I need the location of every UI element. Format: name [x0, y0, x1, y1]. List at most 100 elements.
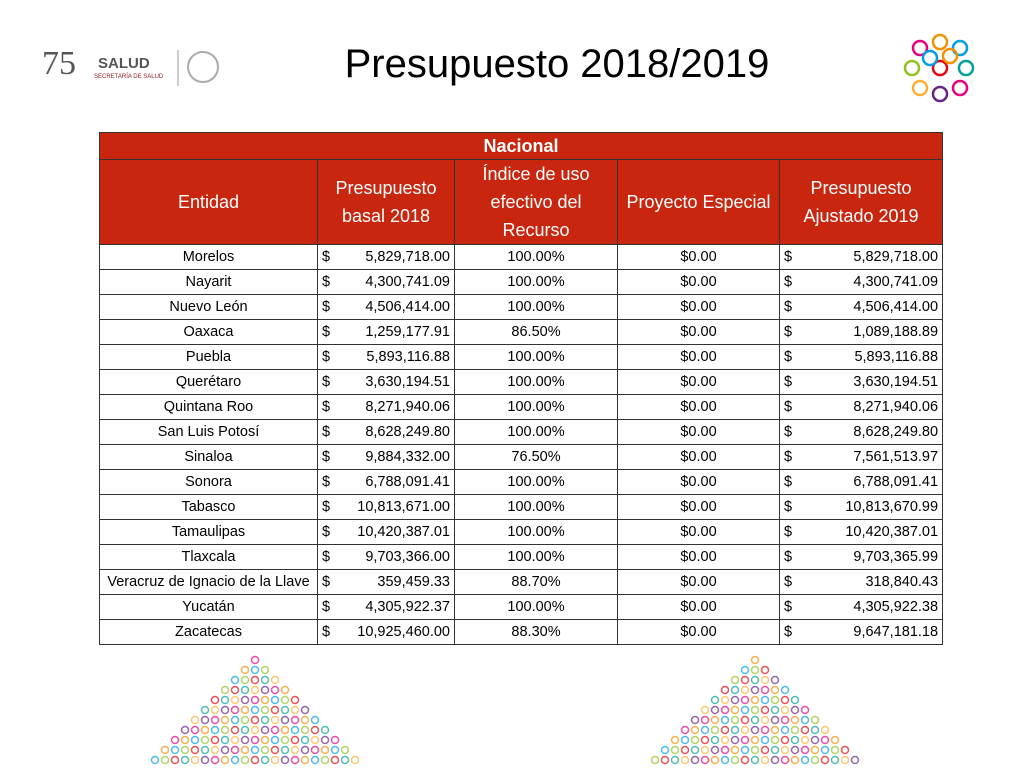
ring: [850, 755, 860, 765]
money-cell: $10,925,460.00: [317, 619, 455, 645]
ring: [740, 755, 750, 765]
ring: [220, 705, 230, 715]
cell: $0.00: [617, 344, 780, 370]
logo-sublabel: SECRETARÍA DE SALUD: [94, 73, 164, 80]
ring: [350, 755, 360, 765]
row: Morelos $5,829,718.00 100.00% $0.00 $5,829,7…: [99, 244, 944, 270]
amount: 10,813,670.99: [845, 499, 939, 515]
ring: [800, 725, 810, 735]
money-cell: $5,893,116.88: [778, 344, 944, 370]
ring: [220, 755, 230, 765]
ring: [160, 755, 170, 765]
ring: [780, 755, 790, 765]
ring: [230, 695, 240, 705]
ring: [700, 745, 710, 755]
ring: [260, 695, 270, 705]
money-cell: $10,813,670.99: [778, 494, 944, 520]
ring: [240, 685, 250, 695]
currency: $: [784, 574, 793, 590]
cell: Zacatecas: [99, 619, 318, 645]
amount: 4,300,741.09: [365, 274, 450, 290]
amount: 4,506,414.00: [853, 299, 939, 315]
currency: $: [322, 574, 331, 590]
cell: 100.00%: [454, 394, 618, 420]
cell: 88.30%: [454, 619, 618, 645]
ring: [210, 705, 220, 715]
ring: [250, 725, 260, 735]
cell: 76.50%: [454, 444, 618, 470]
ring: [720, 695, 730, 705]
ring: [750, 695, 760, 705]
ring: [650, 755, 660, 765]
ring: [750, 665, 760, 675]
row: Veracruz de Ignacio de la Llave $359,459.…: [99, 569, 944, 595]
ring: [760, 685, 770, 695]
ring: [750, 725, 760, 735]
ring: [790, 745, 800, 755]
ring: [770, 685, 780, 695]
ring: [911, 79, 929, 97]
ring: [690, 755, 700, 765]
ring: [740, 705, 750, 715]
ring: [310, 745, 320, 755]
money-cell: $4,506,414.00: [778, 294, 944, 320]
ring: [290, 735, 300, 745]
row: Nayarit $4,300,741.09 100.00% $0.00 $4,300,7…: [99, 269, 944, 295]
ring: [790, 715, 800, 725]
currency: $: [322, 549, 331, 565]
ring: [760, 695, 770, 705]
money-cell: $3,630,194.51: [778, 369, 944, 395]
ring: [720, 725, 730, 735]
cell: Sonora: [99, 469, 318, 495]
currency: $: [784, 624, 793, 640]
ring: [280, 685, 290, 695]
ring: [931, 59, 949, 77]
ring: [200, 745, 210, 755]
ring: [250, 755, 260, 765]
ring: [670, 735, 680, 745]
currency: $: [784, 399, 793, 415]
money-cell: $6,788,091.41: [778, 469, 944, 495]
cell: San Luis Potosí: [99, 419, 318, 445]
amount: 4,305,922.37: [365, 599, 450, 615]
ring: [770, 745, 780, 755]
money-cell: $359,459.33: [317, 569, 455, 595]
ring: [810, 725, 820, 735]
amount: 1,259,177.91: [365, 324, 450, 340]
ring: [310, 725, 320, 735]
amount: 9,884,332.00: [365, 449, 450, 465]
column-header: Presupuesto basal 2018: [317, 159, 455, 245]
ring: [710, 745, 720, 755]
ring: [830, 745, 840, 755]
ring: [230, 715, 240, 725]
amount: 10,420,387.01: [845, 524, 939, 540]
ring: [290, 695, 300, 705]
ring: [780, 735, 790, 745]
ring: [740, 675, 750, 685]
ring: [730, 755, 740, 765]
ring: [300, 725, 310, 735]
ring: [780, 745, 790, 755]
amount: 10,420,387.01: [357, 524, 450, 540]
ring: [770, 735, 780, 745]
ring: [220, 725, 230, 735]
money-cell: $1,259,177.91: [317, 319, 455, 345]
ring: [280, 745, 290, 755]
cell: 100.00%: [454, 244, 618, 270]
money-cell: $1,089,188.89: [778, 319, 944, 345]
currency: $: [322, 449, 331, 465]
ring: [730, 735, 740, 745]
ring: [700, 735, 710, 745]
cell: $0.00: [617, 519, 780, 545]
cell: 100.00%: [454, 269, 618, 295]
ring: [190, 745, 200, 755]
ring: [760, 745, 770, 755]
ring: [750, 705, 760, 715]
amount: 8,628,249.80: [365, 424, 450, 440]
brand-rings: [903, 33, 975, 103]
amount: 359,459.33: [377, 574, 450, 590]
ring: [941, 47, 959, 65]
row: Puebla $5,893,116.88 100.00% $0.00 $5,893,11…: [99, 344, 944, 370]
ring: [790, 725, 800, 735]
cell: $0.00: [617, 619, 780, 645]
